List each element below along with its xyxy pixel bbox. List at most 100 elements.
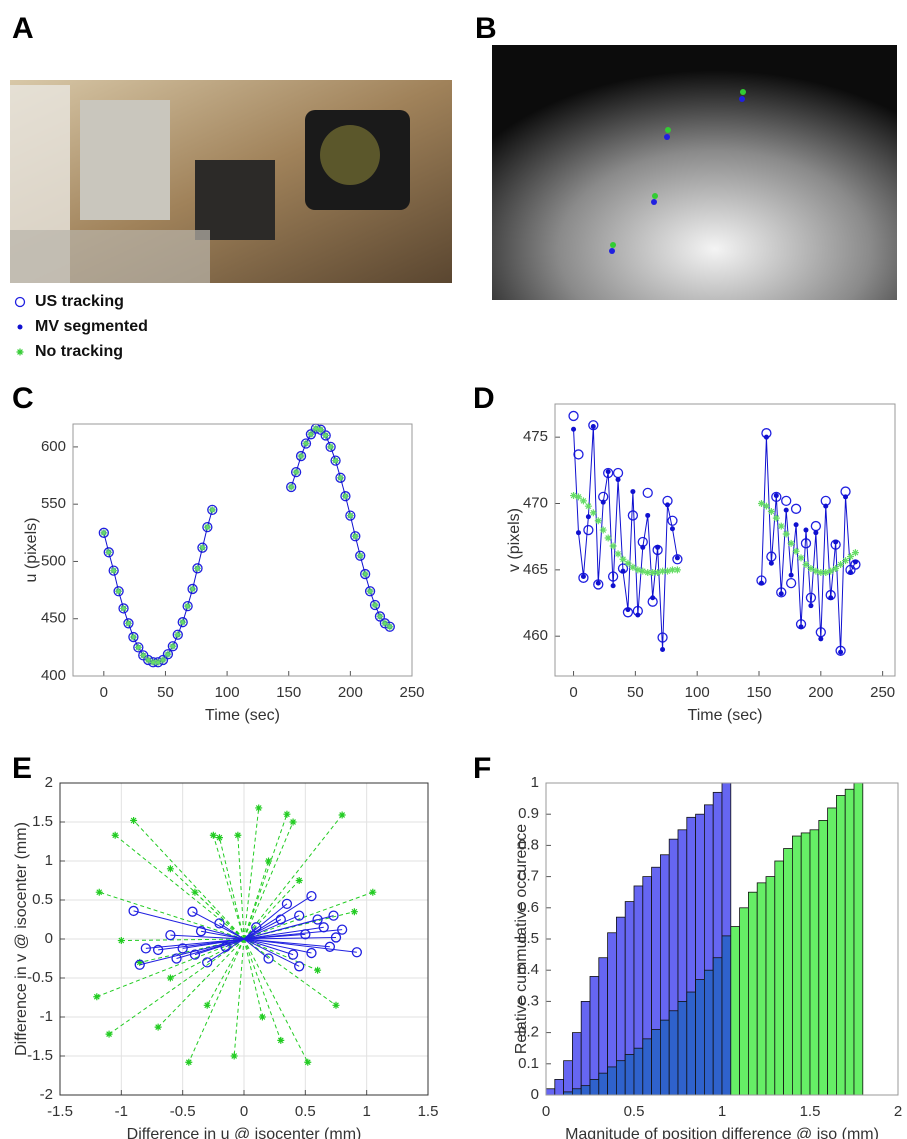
marker-asterisk (574, 493, 582, 501)
marker-asterisk (105, 1030, 113, 1038)
x-tick-label: -1 (115, 1103, 128, 1120)
marker-circle (108, 565, 119, 576)
marker-dot (818, 636, 824, 642)
bar (607, 1066, 617, 1096)
y-tick-label: 400 (41, 667, 66, 684)
marker-circle (133, 642, 144, 653)
marker-asterisk (110, 567, 118, 575)
y-tick-label: 0 (531, 1086, 539, 1103)
marker-dot (758, 580, 764, 586)
vector (133, 910, 245, 940)
vector (206, 938, 245, 1006)
y-tick-label: -1.5 (27, 1047, 53, 1064)
marker-asterisk (120, 604, 128, 612)
x-tick-label: -0.5 (170, 1103, 196, 1120)
marker-asterisk (174, 631, 182, 639)
y-tick-label: 475 (523, 428, 548, 445)
marker-dot (600, 499, 606, 505)
marker-asterisk (166, 865, 174, 873)
marker-asterisk (149, 658, 157, 666)
bar (704, 969, 714, 1096)
bar (836, 795, 846, 1096)
x-axis-label: Magnitude of position difference @ iso (… (565, 1126, 879, 1139)
bar (554, 1079, 564, 1096)
marker-circle (667, 515, 678, 526)
vector (243, 938, 318, 971)
marker-asterisk (287, 483, 295, 491)
marker-asterisk (115, 587, 123, 595)
marker-asterisk (297, 452, 305, 460)
marker-asterisk (164, 650, 172, 658)
marker-asterisk (144, 656, 152, 664)
marker-dot (847, 570, 853, 576)
y-tick-label: 0.5 (32, 891, 53, 908)
x-tick-label: 0 (542, 1103, 550, 1120)
marker-asterisk (337, 474, 345, 482)
marker-dot (571, 426, 577, 432)
marker-dot (585, 514, 591, 520)
y-tick-label: 465 (523, 561, 548, 578)
bar (844, 788, 855, 1096)
marker-asterisk (589, 509, 597, 517)
x-tick-label: 100 (215, 684, 240, 701)
x-axis-label: Time (sec) (688, 707, 763, 724)
marker-circle (123, 618, 134, 629)
panel-label: B (475, 12, 497, 45)
marker-circle (220, 941, 231, 952)
marker-circle (335, 472, 346, 483)
marker-dot (838, 649, 844, 655)
marker-circle (187, 906, 198, 917)
marker-asterisk (629, 563, 637, 571)
marker-dot (17, 324, 23, 330)
marker-circle (165, 929, 176, 941)
vector (243, 821, 294, 940)
y-tick-label: -0.5 (27, 969, 53, 986)
vector (194, 938, 245, 956)
vector (243, 938, 309, 1063)
y-tick-label: 550 (41, 495, 66, 512)
marker-dot (798, 624, 804, 630)
marker-asterisk (822, 569, 830, 577)
marker-asterisk (203, 1001, 211, 1009)
y-tick-label: 0.4 (518, 961, 539, 978)
marker-asterisk (322, 431, 330, 439)
marker-asterisk (772, 514, 780, 522)
x-tick-label: 250 (399, 684, 424, 701)
bar (783, 848, 793, 1096)
bar (642, 1038, 652, 1096)
marker-asterisk (579, 497, 587, 505)
x-tick-label: 0 (569, 684, 577, 701)
marker-asterisk (654, 569, 662, 577)
marker-circle (171, 953, 182, 964)
y-tick-label: -2 (40, 1086, 53, 1103)
marker-asterisk (777, 522, 785, 530)
x-tick-label: 0.5 (295, 1103, 316, 1120)
marker-asterisk (283, 810, 291, 818)
bar (580, 1085, 591, 1096)
marker-circle (369, 599, 381, 611)
marker-asterisk (599, 526, 607, 534)
marker-circle (324, 941, 336, 952)
marker-dot (655, 544, 661, 550)
vector (243, 938, 357, 953)
panel-label: D (473, 382, 495, 415)
plot-frame (72, 423, 413, 677)
marker-circle (202, 957, 213, 968)
marker-asterisk (105, 548, 113, 556)
marker-asterisk (634, 566, 642, 574)
series-line (573, 426, 856, 653)
marker-circle (167, 641, 179, 652)
marker-asterisk (664, 567, 672, 575)
marker-asterisk (361, 570, 369, 578)
marker-asterisk (846, 553, 854, 561)
marker-dot (625, 607, 631, 613)
vector (243, 919, 282, 940)
marker-asterisk (166, 974, 174, 982)
marker-asterisk (100, 529, 108, 537)
panel-label: E (12, 752, 32, 785)
marker-asterisk (169, 642, 177, 650)
marker-dot (793, 522, 799, 528)
bar (721, 935, 732, 1096)
vector (243, 903, 288, 940)
marker-asterisk (782, 530, 790, 538)
